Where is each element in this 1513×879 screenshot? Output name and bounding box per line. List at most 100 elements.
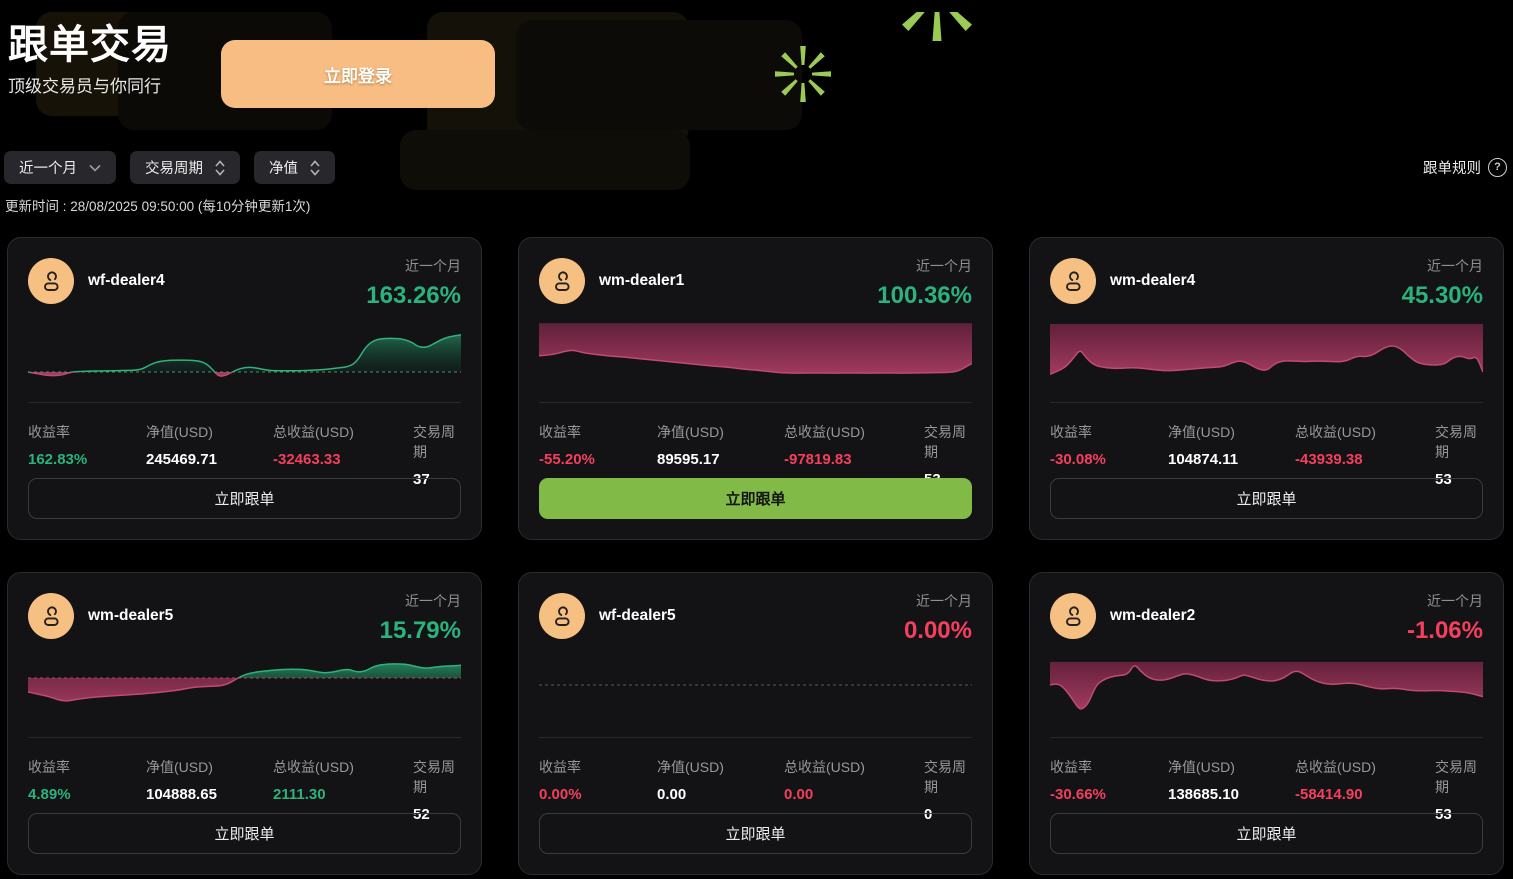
stat-label-net-value: 净值(USD) [146, 759, 213, 775]
stats-row: 收益率 0.00% 净值(USD) 0.00 总收益(USD) 0.00 交易周期 0 [539, 757, 972, 823]
stat-value-trade-period: 37 [413, 471, 430, 488]
avatar [1050, 258, 1096, 304]
card-header: wm-dealer2 近一个月 -1.06% [1050, 593, 1483, 644]
return-percentage: 0.00% [903, 617, 972, 644]
return-percentage: -1.06% [1406, 617, 1483, 644]
dealer-name: wm-dealer2 [1110, 607, 1196, 624]
stat-label-yield-rate: 收益率 [1050, 424, 1092, 440]
performance-sparkline [539, 321, 972, 379]
stat-label-total-profit: 总收益(USD) [784, 424, 865, 440]
user-icon [555, 271, 570, 291]
stat-value-total-profit: 0.00 [784, 786, 814, 803]
background-shape [516, 20, 802, 130]
copy-rules-link[interactable]: 跟单规则 ? [1423, 157, 1507, 178]
avatar [28, 258, 74, 304]
dealer-name: wf-dealer5 [599, 607, 676, 624]
stat-label-net-value: 净值(USD) [657, 424, 724, 440]
stat-value-total-profit: 2111.30 [273, 786, 326, 803]
background-shape [400, 130, 690, 190]
performance-sparkline [28, 656, 461, 714]
sort-icon [215, 159, 225, 176]
follow-now-button[interactable]: 立即跟单 [28, 813, 461, 854]
divider [1050, 737, 1483, 738]
stat-label-total-profit: 总收益(USD) [1295, 759, 1376, 775]
card-header: wm-dealer5 近一个月 15.79% [28, 593, 461, 644]
page-subtitle: 顶级交易员与你同行 [8, 77, 161, 96]
stat-value-net-value: 89595.17 [657, 451, 720, 468]
follow-now-button[interactable]: 立即跟单 [1050, 478, 1483, 519]
dealer-name: wf-dealer4 [88, 272, 165, 289]
dealer-name: wm-dealer1 [599, 272, 685, 289]
stat-value-yield-rate: -30.08% [1050, 451, 1106, 468]
period-label: 近一个月 [405, 258, 461, 274]
performance-sparkline [28, 321, 461, 379]
stat-label-yield-rate: 收益率 [1050, 759, 1092, 775]
user-icon [44, 606, 59, 626]
follow-now-button[interactable]: 立即跟单 [539, 813, 972, 854]
toolbar: 近一个月 交易周期 净值 跟单规则 ? [0, 151, 1513, 184]
stat-label-trade-period: 交易周期 [413, 424, 455, 460]
divider [539, 402, 972, 403]
stat-value-trade-period: 0 [924, 806, 933, 823]
stat-label-net-value: 净值(USD) [1168, 424, 1235, 440]
stats-row: 收益率 162.83% 净值(USD) 245469.71 总收益(USD) -324… [28, 422, 461, 488]
hero-header: 跟单交易 顶级交易员与你同行 立即登录 [0, 12, 1513, 190]
return-percentage: 100.36% [877, 282, 972, 309]
performance-sparkline [1050, 656, 1483, 714]
divider [28, 737, 461, 738]
avatar [28, 593, 74, 639]
period-label: 近一个月 [405, 593, 461, 609]
page-title: 跟单交易 [8, 23, 172, 67]
stat-value-yield-rate: -55.20% [539, 451, 595, 468]
return-percentage: 45.30% [1401, 282, 1483, 309]
user-icon [555, 606, 570, 626]
stat-label-net-value: 净值(USD) [657, 759, 724, 775]
stat-label-yield-rate: 收益率 [28, 424, 70, 440]
dealer-card: wf-dealer4 近一个月 163.26% 收益率 162.83% 净值(US… [7, 237, 482, 540]
chevron-down-icon [89, 164, 101, 172]
follow-now-button[interactable]: 立即跟单 [539, 478, 972, 519]
performance-sparkline [1050, 321, 1483, 379]
stat-value-net-value: 245469.71 [146, 451, 217, 468]
copy-trading-page: 跟单交易 顶级交易员与你同行 立即登录 近一个月 交易周期 净值 跟单规则 ? … [0, 12, 1513, 879]
dealer-card: wm-dealer5 近一个月 15.79% 收益率 4.89% 净值(USD) 1… [7, 572, 482, 875]
stats-row: 收益率 -55.20% 净值(USD) 89595.17 总收益(USD) -9781… [539, 422, 972, 488]
stat-value-yield-rate: 0.00% [539, 786, 582, 803]
divider [1050, 402, 1483, 403]
update-time-text: 更新时间 : 28/08/2025 09:50:00 (每10分钟更新1次) [5, 199, 311, 214]
user-icon [1066, 606, 1081, 626]
divider [539, 737, 972, 738]
period-filter-dropdown[interactable]: 近一个月 [4, 151, 116, 184]
return-percentage: 163.26% [366, 282, 461, 309]
stat-value-total-profit: -32463.33 [273, 451, 341, 468]
avatar [539, 593, 585, 639]
net-value-sort-button[interactable]: 净值 [254, 151, 335, 184]
return-percentage: 15.79% [379, 617, 461, 644]
stat-label-yield-rate: 收益率 [539, 424, 581, 440]
stat-label-trade-period: 交易周期 [1435, 424, 1477, 460]
stat-label-trade-period: 交易周期 [924, 424, 966, 460]
stats-row: 收益率 -30.08% 净值(USD) 104874.11 总收益(USD) -439… [1050, 422, 1483, 488]
follow-now-button[interactable]: 立即跟单 [1050, 813, 1483, 854]
login-now-button[interactable]: 立即登录 [221, 40, 495, 108]
card-header: wf-dealer4 近一个月 163.26% [28, 258, 461, 309]
stat-label-trade-period: 交易周期 [1435, 759, 1477, 795]
trade-period-sort-label: 交易周期 [145, 161, 203, 177]
stat-label-yield-rate: 收益率 [28, 759, 70, 775]
avatar [1050, 593, 1096, 639]
sort-icon [310, 159, 320, 176]
stat-value-trade-period: 53 [1435, 806, 1452, 823]
stats-row: 收益率 4.89% 净值(USD) 104888.65 总收益(USD) 2111.3… [28, 757, 461, 823]
period-label: 近一个月 [916, 593, 972, 609]
period-label: 近一个月 [916, 258, 972, 274]
copy-rules-label: 跟单规则 [1423, 161, 1481, 177]
stat-value-trade-period: 53 [1435, 471, 1452, 488]
period-filter-label: 近一个月 [19, 161, 77, 177]
stat-value-yield-rate: 162.83% [28, 451, 88, 468]
follow-now-button[interactable]: 立即跟单 [28, 478, 461, 519]
stat-label-total-profit: 总收益(USD) [784, 759, 865, 775]
stat-label-net-value: 净值(USD) [146, 424, 213, 440]
stat-value-yield-rate: 4.89% [28, 786, 71, 803]
trade-period-sort-button[interactable]: 交易周期 [130, 151, 240, 184]
dealer-card: wm-dealer4 近一个月 45.30% 收益率 -30.08% 净值(USD… [1029, 237, 1504, 540]
